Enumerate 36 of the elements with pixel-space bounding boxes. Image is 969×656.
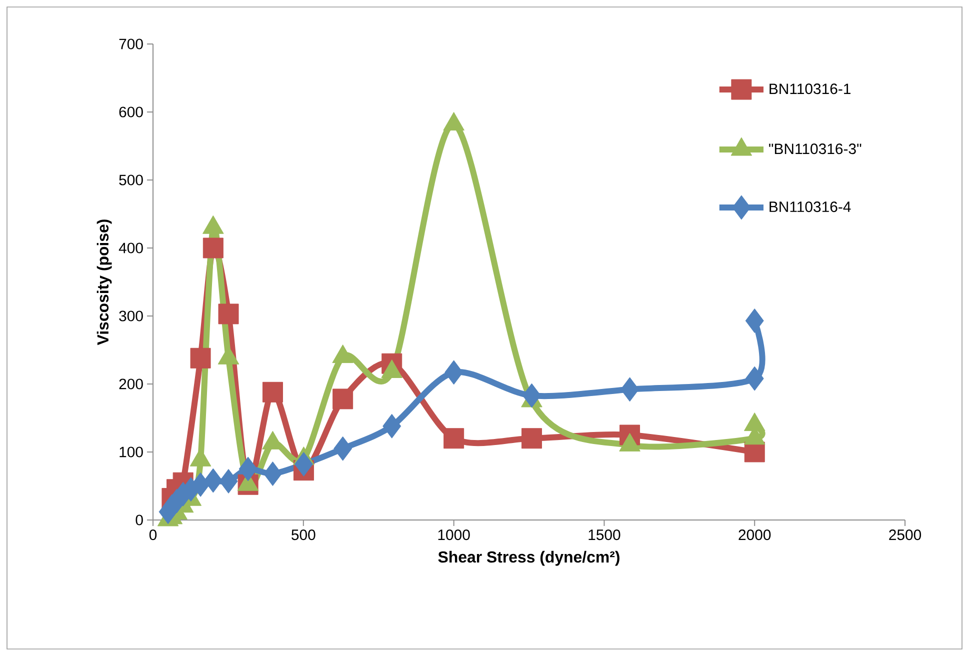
x-tick-label: 2500 — [889, 530, 922, 540]
legend-label: BN110316-4 — [770, 201, 851, 212]
x-tick-label: 2000 — [738, 530, 771, 540]
x-axis-title: Shear Stress (dyne/cm²) — [438, 550, 620, 566]
x-tick-label: 500 — [292, 530, 316, 540]
point — [263, 461, 282, 486]
y-tick-label: 600 — [119, 106, 143, 118]
x-tick-label: 1000 — [438, 530, 470, 540]
point — [238, 456, 258, 482]
point — [190, 348, 211, 368]
point — [620, 377, 640, 402]
point — [521, 428, 542, 449]
point — [262, 382, 283, 402]
y-tick-label: 300 — [119, 310, 143, 322]
point — [204, 468, 222, 493]
point — [444, 428, 464, 449]
point — [382, 414, 402, 438]
y-tick-label: 400 — [118, 242, 143, 254]
y-tick-label: 500 — [119, 174, 143, 186]
point — [218, 304, 239, 324]
point — [332, 388, 354, 410]
y-tick-label: 700 — [119, 38, 143, 50]
y-tick-label: 200 — [119, 378, 143, 390]
point — [745, 308, 764, 333]
y-tick-label: 0 — [136, 514, 143, 526]
point — [202, 238, 224, 258]
point — [522, 383, 541, 408]
point — [294, 452, 313, 476]
legend-label: "BN110316-3" — [769, 144, 862, 154]
point — [334, 436, 352, 461]
x-tick-label: 0 — [149, 530, 157, 540]
y-axis-title: Viscosity (poise) — [96, 220, 112, 346]
x-tick-label: 1500 — [588, 530, 620, 540]
point — [745, 366, 764, 391]
legend-label: BN110316-1 — [770, 84, 850, 94]
y-tick-label: 100 — [120, 446, 143, 458]
